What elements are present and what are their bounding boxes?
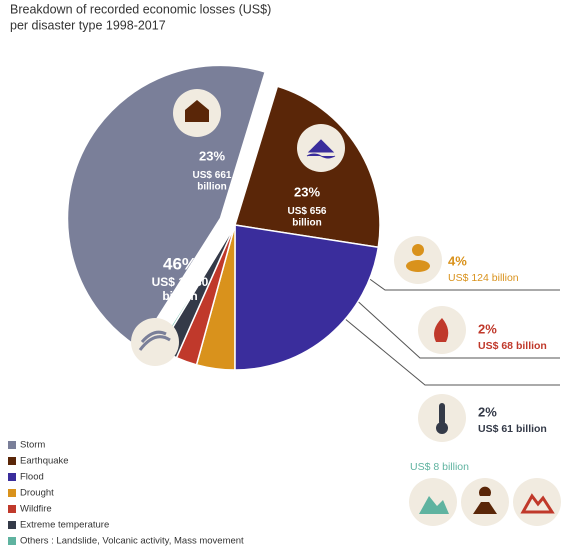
share-label: 23% <box>294 184 320 199</box>
value-label: US$ 1,330 billion <box>152 275 209 303</box>
share-label: 4% <box>448 253 467 268</box>
legend-label: Extreme temperature <box>20 520 109 531</box>
leader-line <box>343 317 560 386</box>
legend-swatch <box>8 537 16 545</box>
value-label: US$ 656 billion <box>288 206 327 229</box>
pie-slice <box>66 64 267 349</box>
legend-swatch <box>8 441 16 449</box>
legend-swatch <box>8 489 16 497</box>
legend-label: Earthquake <box>20 456 69 467</box>
value-label: US$ 61 billion <box>478 423 547 435</box>
legend-label: Storm <box>20 440 45 451</box>
chart-subtitle: per disaster type 1998-2017 <box>10 18 166 32</box>
legend-label: Flood <box>20 472 44 483</box>
share-label: 23% <box>199 148 225 163</box>
value-label: US$ 8 billion <box>410 461 469 473</box>
legend-swatch <box>8 521 16 529</box>
legend-swatch <box>8 505 16 513</box>
share-label: 2% <box>478 404 497 419</box>
pie-slice <box>234 224 380 371</box>
share-label: 2% <box>478 321 497 336</box>
share-label: 46% <box>163 254 197 273</box>
leader-line <box>351 295 560 359</box>
legend-label: Wildfire <box>20 504 52 515</box>
value-label: US$ 68 billion <box>478 340 547 352</box>
chart-title: Breakdown of recorded economic losses (U… <box>10 2 271 16</box>
legend-swatch <box>8 473 16 481</box>
legend-label: Others : Landslide, Volcanic activity, M… <box>20 536 244 547</box>
icon-glyphs <box>138 100 555 514</box>
legend-swatch <box>8 457 16 465</box>
value-label: US$ 124 billion <box>448 272 519 284</box>
legend-label: Drought <box>20 488 54 499</box>
value-label: US$ 661 billion <box>193 170 232 193</box>
